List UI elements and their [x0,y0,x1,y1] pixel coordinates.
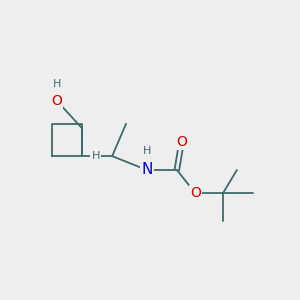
Text: N: N [141,163,152,178]
Text: O: O [51,94,62,108]
Text: H: H [92,151,100,161]
Text: O: O [176,135,187,149]
Text: H: H [52,79,61,89]
Text: O: O [190,186,201,200]
Text: H: H [142,146,151,156]
